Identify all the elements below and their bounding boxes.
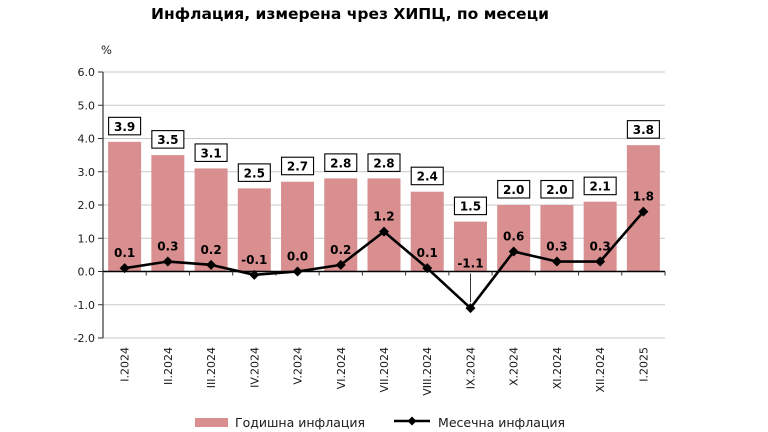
x-tick-label: XII.2024: [594, 347, 607, 393]
bar-value-label: 2.8: [373, 156, 394, 170]
y-tick-label: 1.0: [78, 232, 96, 245]
x-tick-label: V.2024: [292, 347, 305, 385]
line-value-label: 0.2: [330, 243, 351, 257]
x-tick-label: X.2024: [508, 347, 521, 386]
line-marker: [119, 263, 130, 274]
x-tick-label: VI.2024: [335, 347, 348, 389]
line-marker: [595, 256, 606, 267]
y-tick-label: -2.0: [74, 332, 95, 345]
bar-value-label: 2.0: [503, 183, 524, 197]
bar-value-label-box: [237, 163, 271, 182]
line-value-label: 0.0: [287, 250, 308, 264]
bar: [453, 221, 487, 272]
bar-value-label: 3.9: [114, 120, 135, 134]
x-tick-label: VIII.2024: [421, 347, 434, 396]
bar-value-label: 2.1: [590, 180, 611, 194]
bar: [281, 181, 315, 272]
y-tick-label: -1.0: [74, 299, 95, 312]
chart-title: Инфлация, измерена чрез ХИПЦ, по месеци: [151, 5, 549, 23]
x-tick-label: II.2024: [162, 347, 175, 385]
y-tick-label: 0.0: [78, 266, 96, 279]
bar-value-label: 2.7: [287, 160, 308, 174]
bar: [194, 168, 228, 272]
bar-value-label-box: [324, 153, 358, 172]
x-tick-label: VII.2024: [378, 347, 391, 393]
bar-value-label-box: [280, 156, 315, 176]
x-tick-label: III.2024: [205, 347, 218, 388]
line-value-label: 0.6: [503, 230, 524, 244]
y-tick-label: 5.0: [78, 99, 96, 112]
line-marker: [508, 246, 519, 257]
x-tick-label: I.2024: [119, 347, 132, 382]
bar-value-label-box: [540, 179, 574, 199]
line-marker: [551, 256, 562, 267]
line-marker: [465, 303, 476, 314]
bar-value-label: 3.1: [200, 146, 221, 160]
line-value-label: 1.8: [633, 190, 654, 204]
bar-value-label-box: [453, 196, 488, 216]
line-value-label: 0.3: [546, 240, 567, 254]
legend-label-monthly: Месечна инфлация: [438, 415, 566, 430]
line-marker: [379, 226, 389, 237]
line-value-label: 0.3: [590, 240, 611, 254]
bar: [237, 188, 271, 272]
bar-value-label-box: [194, 143, 228, 162]
line-value-label: -0.1: [241, 253, 267, 267]
line-value-label: 1.2: [373, 210, 394, 224]
bar-value-label: 2.8: [330, 156, 351, 170]
bar-value-label: 2.5: [244, 166, 265, 180]
x-tick-label: XI.2024: [551, 347, 564, 389]
bar-value-label: 1.5: [460, 200, 481, 214]
y-tick-label: 2.0: [78, 199, 96, 212]
bar-value-label: 3.5: [157, 133, 178, 147]
monthly-inflation-swatch-icon: [393, 415, 431, 430]
line-value-label: 0.2: [200, 243, 221, 257]
legend-label-annual: Годишна инфлация: [234, 415, 366, 430]
x-tick-label: I.2025: [637, 347, 650, 382]
annual-inflation-swatch-icon: [194, 418, 228, 427]
y-tick-label: 6.0: [78, 66, 96, 79]
line-value-label: 0.3: [157, 240, 178, 254]
x-tick-label: IV.2024: [248, 347, 261, 388]
bar: [497, 205, 531, 272]
x-tick-label: IX.2024: [464, 347, 477, 389]
line-marker: [335, 259, 346, 270]
legend-item-annual-inflation: Годишна инфлация: [194, 415, 366, 430]
bar-value-label-box: [410, 166, 444, 186]
bar-value-label-box: [497, 179, 531, 199]
y-axis-unit-label: %: [101, 43, 112, 57]
bar: [108, 141, 142, 272]
chart-legend: Годишна инфлация Месечна инфлация: [0, 415, 760, 430]
line-value-label: 0.1: [417, 246, 438, 260]
line-value-label: 0.1: [114, 246, 135, 260]
bar-value-label-box: [367, 153, 401, 172]
bar-value-label: 3.8: [633, 123, 654, 137]
bar: [151, 155, 185, 272]
y-tick-label: 4.0: [78, 133, 96, 146]
line-marker: [422, 263, 433, 274]
bar-value-label-box: [583, 176, 617, 196]
bar-value-label: 2.0: [546, 183, 567, 197]
bar-value-label-box: [108, 116, 142, 136]
line-marker: [638, 206, 649, 217]
bar-value-label-box: [626, 120, 660, 139]
bar: [367, 178, 401, 272]
line-marker: [292, 266, 303, 277]
line-marker: [162, 256, 173, 267]
legend-item-monthly-inflation: Месечна инфлация: [393, 415, 565, 430]
line-marker: [249, 269, 260, 280]
y-tick-label: 3.0: [78, 166, 96, 179]
bar-value-label-box: [151, 130, 185, 149]
line-marker: [206, 259, 217, 270]
line-value-label: -1.1: [457, 257, 483, 271]
bar-value-label: 2.4: [417, 170, 438, 184]
